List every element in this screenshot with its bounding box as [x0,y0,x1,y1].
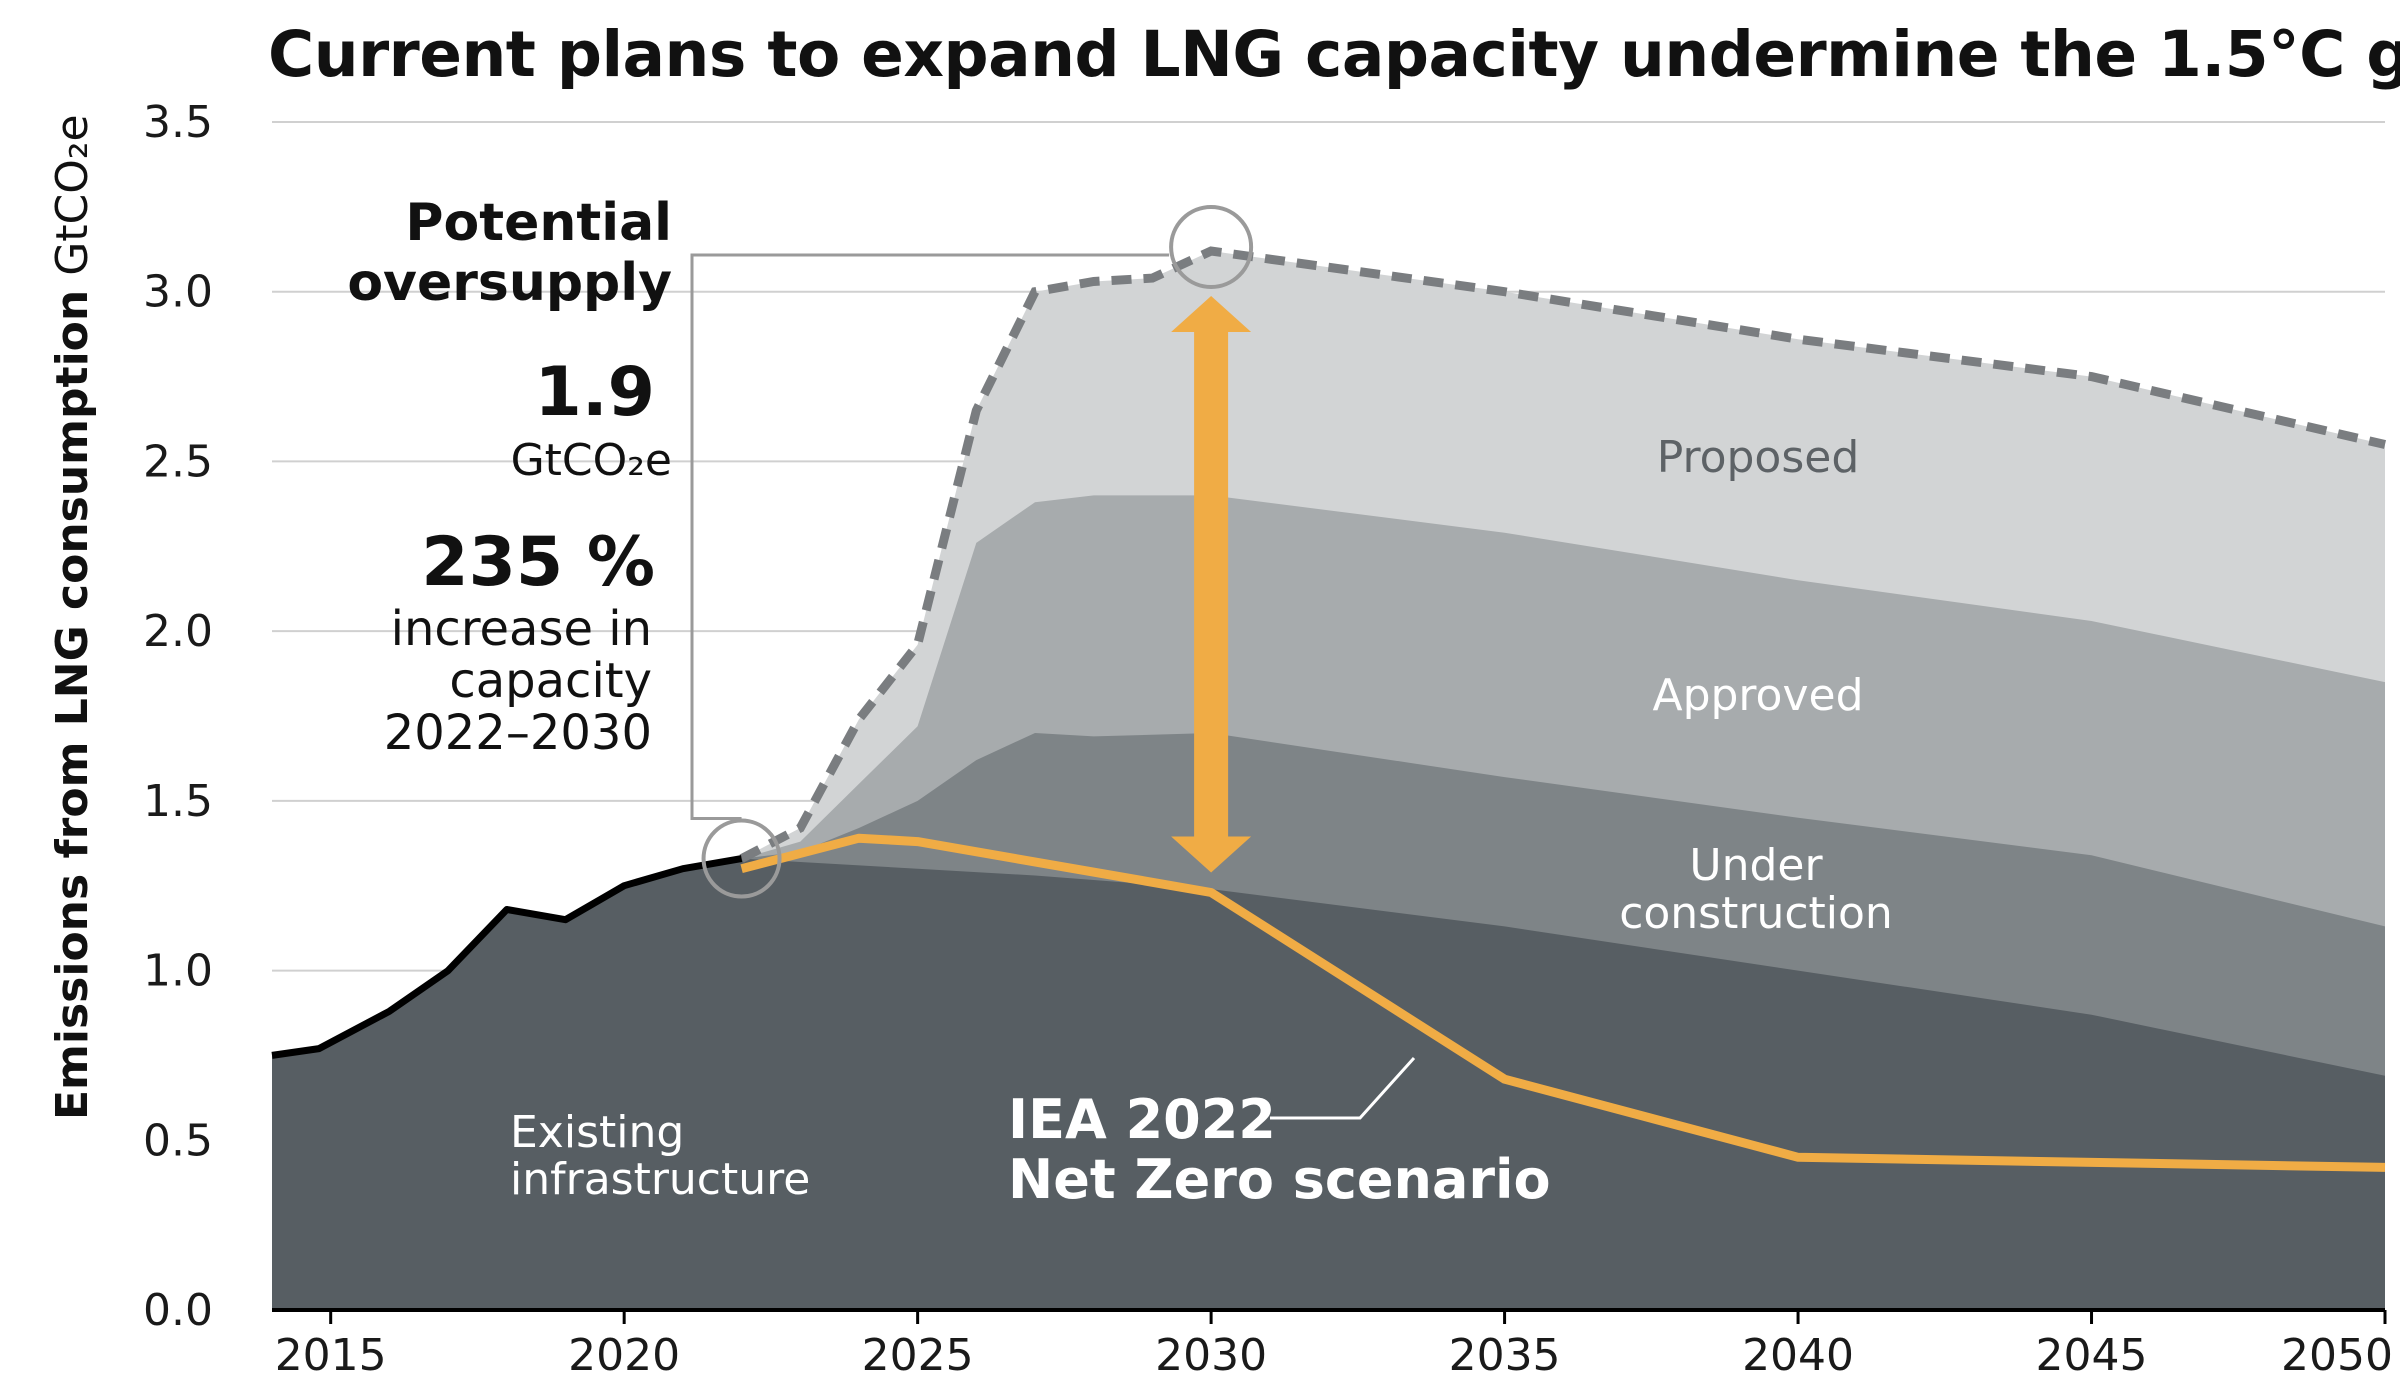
iea-net-zero-line [740,833,2386,1172]
x-tick-label-2040: 2040 [1742,1330,1854,1381]
annotation-increase-line1: increase in [391,601,652,657]
annotation-oversupply-value: 1.9 [535,353,655,432]
label-under-construction-line1: Under [1689,840,1823,891]
history-line [271,855,743,1059]
proposed-dashed-outline [739,246,2387,863]
y-tick-label-3.0: 3.0 [143,267,213,318]
y-tick-label-3.5: 3.5 [143,97,213,148]
label-existing-line2: infrastructure [510,1154,810,1205]
chart-title: Current plans to expand LNG capacity und… [268,18,2400,91]
label-under-construction-line2: construction [1619,888,1893,939]
x-tick-label-2025: 2025 [862,1330,974,1381]
iea-label-leader [1270,1056,1416,1120]
annotation-oversupply-unit: GtCO₂e [511,435,672,486]
circle-marker-2030 [1169,204,1254,289]
y-tick-label-0.5: 0.5 [143,1115,213,1166]
annotation-potential: Potential [405,193,672,253]
axes: 0.0 0.5 1.0 1.5 2.0 2.5 3.0 3.5 2015 2020 2025 2030… [143,97,2393,1381]
label-existing-line1: Existing [510,1107,684,1158]
circle-marker-2022 [701,818,782,899]
annotation-increase-line2: capacity [449,653,652,709]
label-approved: Approved [1652,670,1863,721]
label-proposed: Proposed [1657,432,1860,483]
oversupply-arrow [1171,295,1252,873]
y-tick-label-2.5: 2.5 [143,436,213,487]
y-tick-label-0.0: 0.0 [143,1285,213,1336]
label-iea-line1: IEA 2022 [1008,1088,1276,1151]
x-tick-label-2035: 2035 [1449,1330,1561,1381]
x-tick-label-2030: 2030 [1155,1330,1267,1381]
y-tick-label-1.5: 1.5 [143,776,213,827]
series-lines [271,204,2387,1172]
y-tick-label-2.0: 2.0 [143,606,213,657]
label-iea-line2: Net Zero scenario [1008,1148,1551,1211]
area-existing-infrastructure [272,858,2385,1310]
y-tick-label-1.0: 1.0 [143,946,213,997]
annotation-increase-line3: 2022–2030 [384,705,652,761]
annotation-bracket [690,253,1170,821]
x-tick-label-2050: 2050 [2281,1330,2393,1381]
x-tick-label-2015: 2015 [275,1330,387,1381]
annotation-oversupply: oversupply [347,253,672,313]
stacked-areas [272,251,2385,1310]
x-tick-label-2045: 2045 [2036,1330,2148,1381]
x-tick-label-2020: 2020 [568,1330,680,1381]
oversupply-annotation: Potential oversupply 1.9 GtCO₂e 235 % in… [347,193,672,761]
annotation-increase-value: 235 % [421,523,655,602]
